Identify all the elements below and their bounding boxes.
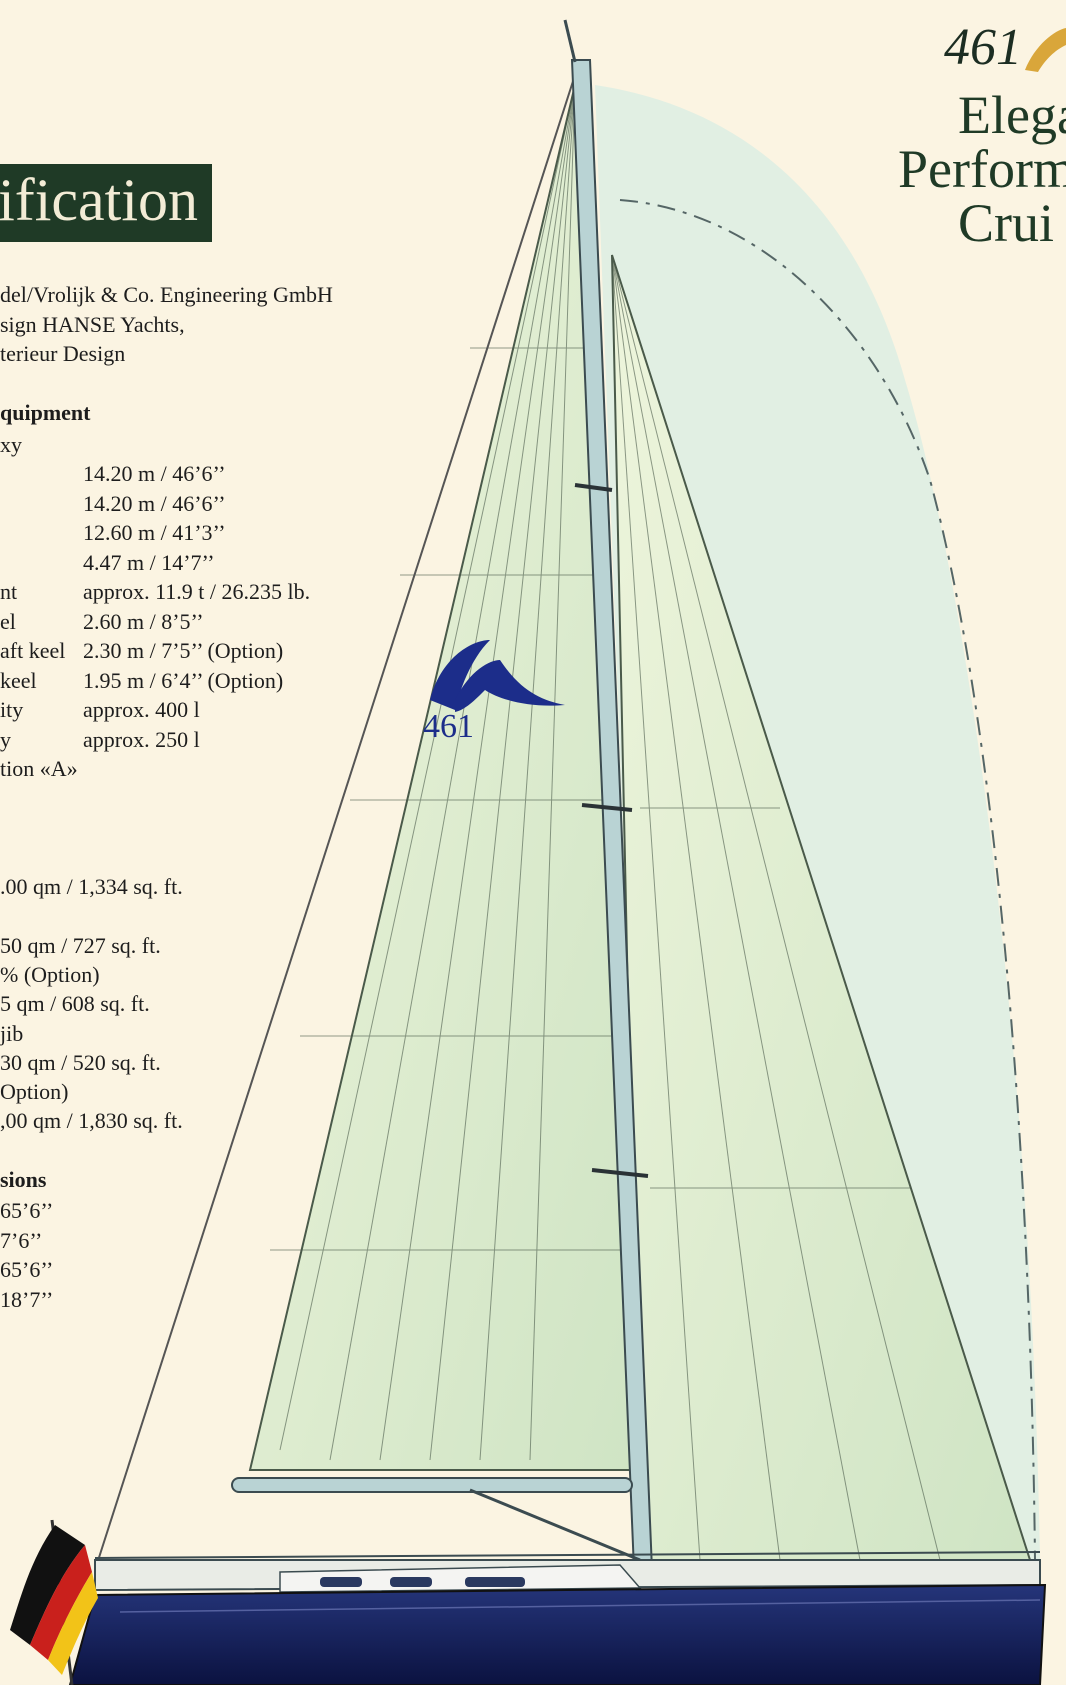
flag-icon — [10, 1519, 98, 1685]
brand-logo-icon — [1025, 28, 1066, 72]
hull — [68, 1583, 1047, 1685]
dimension-line: 65’6’’ — [0, 1257, 54, 1282]
tagline-line: Perform — [898, 139, 1066, 199]
equipment-header: quipment — [0, 400, 91, 425]
forestay — [94, 74, 576, 1571]
tagline: Elega Perform Crui — [880, 88, 1066, 250]
sail-line: 50 qm / 727 sq. ft. — [0, 933, 161, 958]
sail-line: 5 qm / 608 sq. ft. — [0, 991, 150, 1017]
sail-list: 50 qm / 727 sq. ft. % (Option) 5 qm / 60… — [0, 931, 183, 1135]
credit-line: sign HANSE Yachts, — [0, 311, 185, 337]
material-label: xy — [0, 432, 22, 457]
sail-line: 30 qm / 520 sq. ft. — [0, 1049, 161, 1075]
design-credits: del/Vrolijk & Co. Engineering GmbH sign … — [0, 280, 333, 369]
section-title-box: ification — [0, 164, 212, 242]
tagline-line: Elega — [958, 85, 1066, 145]
sail-line: % (Option) — [0, 962, 100, 988]
credit-line: del/Vrolijk & Co. Engineering GmbH — [0, 282, 333, 307]
section-title: ification — [0, 167, 198, 233]
boom — [231, 1477, 633, 1493]
dimension-line: 65’6’’ — [0, 1198, 54, 1223]
dimensions-list: 65’6’’ 7’6’’ 65’6’’ 18’7’’ — [0, 1196, 53, 1314]
dimension-line: 7’6’’ — [0, 1227, 43, 1253]
credit-line: terieur Design — [0, 341, 126, 366]
tagline-line: Crui — [958, 193, 1055, 253]
category-label: tion «A» — [0, 756, 78, 781]
dimension-line: 18’7’’ — [0, 1286, 54, 1312]
sail-line: ,00 qm / 1,830 sq. ft. — [0, 1108, 183, 1134]
model-number: 461 — [944, 19, 1022, 76]
sail-number: 461 — [423, 708, 474, 745]
sail-line: jib — [0, 1020, 24, 1046]
sail-line: Option) — [0, 1078, 69, 1104]
sail-logo-icon — [430, 640, 565, 712]
dimensions-header: sions — [0, 1167, 47, 1192]
